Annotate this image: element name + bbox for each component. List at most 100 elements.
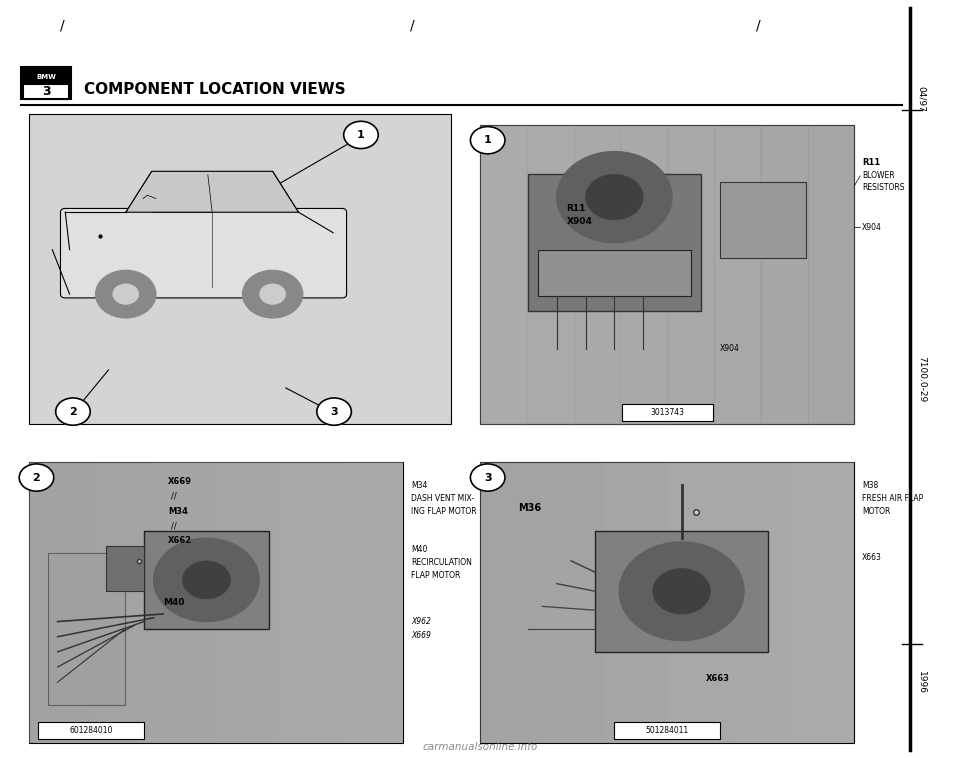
Text: M40: M40	[163, 598, 184, 607]
Polygon shape	[714, 125, 760, 424]
Bar	[538, 250, 691, 296]
Text: 04/97: 04/97	[917, 86, 926, 111]
Text: BMW: BMW	[36, 74, 56, 80]
Bar	[21, 67, 71, 99]
Text: R11: R11	[862, 158, 880, 168]
Bar	[216, 462, 278, 743]
Text: FLAP MOTOR: FLAP MOTOR	[411, 571, 460, 580]
Text: X662: X662	[168, 536, 192, 545]
Text: X904: X904	[862, 223, 882, 232]
Bar	[792, 462, 854, 743]
Bar	[622, 404, 712, 421]
Text: ING FLAP MOTOR: ING FLAP MOTOR	[411, 507, 476, 516]
Bar	[480, 125, 854, 424]
Text: X904: X904	[566, 217, 592, 226]
Text: 7100.0-29: 7100.0-29	[917, 356, 926, 402]
Bar	[341, 462, 403, 743]
Circle shape	[182, 561, 230, 599]
Text: 3: 3	[484, 472, 492, 483]
Circle shape	[19, 464, 54, 491]
Text: R11: R11	[566, 204, 586, 213]
Polygon shape	[807, 125, 854, 424]
Bar	[542, 462, 605, 743]
Bar	[48, 553, 125, 705]
Bar	[278, 462, 341, 743]
Text: 3: 3	[42, 85, 50, 99]
Bar	[38, 722, 144, 739]
Bar	[29, 114, 451, 424]
Text: M34: M34	[168, 507, 188, 516]
Text: //: //	[171, 522, 177, 531]
Circle shape	[56, 398, 90, 425]
Text: X904: X904	[720, 344, 740, 353]
Text: RESISTORS: RESISTORS	[862, 183, 904, 192]
Text: /: /	[60, 18, 64, 32]
Circle shape	[653, 568, 710, 614]
Text: FRESH AIR FLAP: FRESH AIR FLAP	[862, 494, 924, 503]
Circle shape	[619, 542, 744, 641]
Polygon shape	[126, 171, 299, 212]
Bar	[605, 462, 667, 743]
Text: M36: M36	[518, 503, 541, 513]
Bar	[720, 182, 806, 258]
Circle shape	[344, 121, 378, 149]
Polygon shape	[667, 125, 714, 424]
Bar	[528, 174, 701, 311]
Circle shape	[317, 398, 351, 425]
Text: DASH VENT MIX-: DASH VENT MIX-	[411, 494, 474, 503]
Circle shape	[470, 464, 505, 491]
Text: X962: X962	[411, 617, 431, 626]
Polygon shape	[480, 125, 527, 424]
Text: 1: 1	[484, 135, 492, 146]
Bar	[154, 462, 216, 743]
Text: 501284011: 501284011	[645, 726, 689, 735]
Text: 2: 2	[69, 406, 77, 417]
Circle shape	[470, 127, 505, 154]
Bar	[91, 462, 154, 743]
Circle shape	[586, 174, 643, 220]
Text: X663: X663	[862, 553, 882, 562]
Bar	[667, 462, 730, 743]
Text: 601284010: 601284010	[69, 726, 113, 735]
Circle shape	[260, 283, 286, 304]
Text: M34: M34	[411, 481, 427, 490]
Text: 3: 3	[330, 406, 338, 417]
Text: BLOWER: BLOWER	[862, 171, 895, 180]
Bar	[29, 462, 91, 743]
Bar	[23, 69, 69, 84]
Polygon shape	[760, 125, 807, 424]
Text: 1: 1	[357, 130, 365, 140]
Text: COMPONENT LOCATION VIEWS: COMPONENT LOCATION VIEWS	[84, 82, 347, 97]
Text: X663: X663	[706, 674, 730, 683]
Bar	[730, 462, 792, 743]
Text: RECIRCULATION: RECIRCULATION	[411, 558, 471, 567]
Bar	[106, 546, 144, 591]
FancyBboxPatch shape	[60, 208, 347, 298]
Bar	[595, 531, 768, 652]
Polygon shape	[574, 125, 620, 424]
Text: X669: X669	[411, 631, 431, 640]
Text: M38: M38	[862, 481, 878, 490]
Circle shape	[154, 538, 259, 622]
Polygon shape	[527, 125, 574, 424]
Bar	[480, 462, 854, 743]
Bar	[23, 84, 69, 99]
Bar	[480, 462, 542, 743]
Circle shape	[243, 270, 303, 318]
Text: carmanualsonline.info: carmanualsonline.info	[422, 742, 538, 752]
Text: //: //	[171, 492, 177, 501]
Bar	[144, 531, 269, 629]
Text: /: /	[756, 18, 760, 32]
Text: X669: X669	[168, 477, 192, 486]
Circle shape	[95, 270, 156, 318]
Bar	[29, 462, 403, 743]
Bar	[614, 722, 720, 739]
Circle shape	[557, 152, 672, 243]
Text: 1996: 1996	[917, 671, 926, 694]
Text: MOTOR: MOTOR	[862, 507, 891, 516]
Circle shape	[113, 283, 139, 304]
Text: M40: M40	[411, 545, 427, 554]
Text: 3013743: 3013743	[650, 408, 684, 417]
Text: /: /	[411, 18, 415, 32]
Polygon shape	[620, 125, 667, 424]
